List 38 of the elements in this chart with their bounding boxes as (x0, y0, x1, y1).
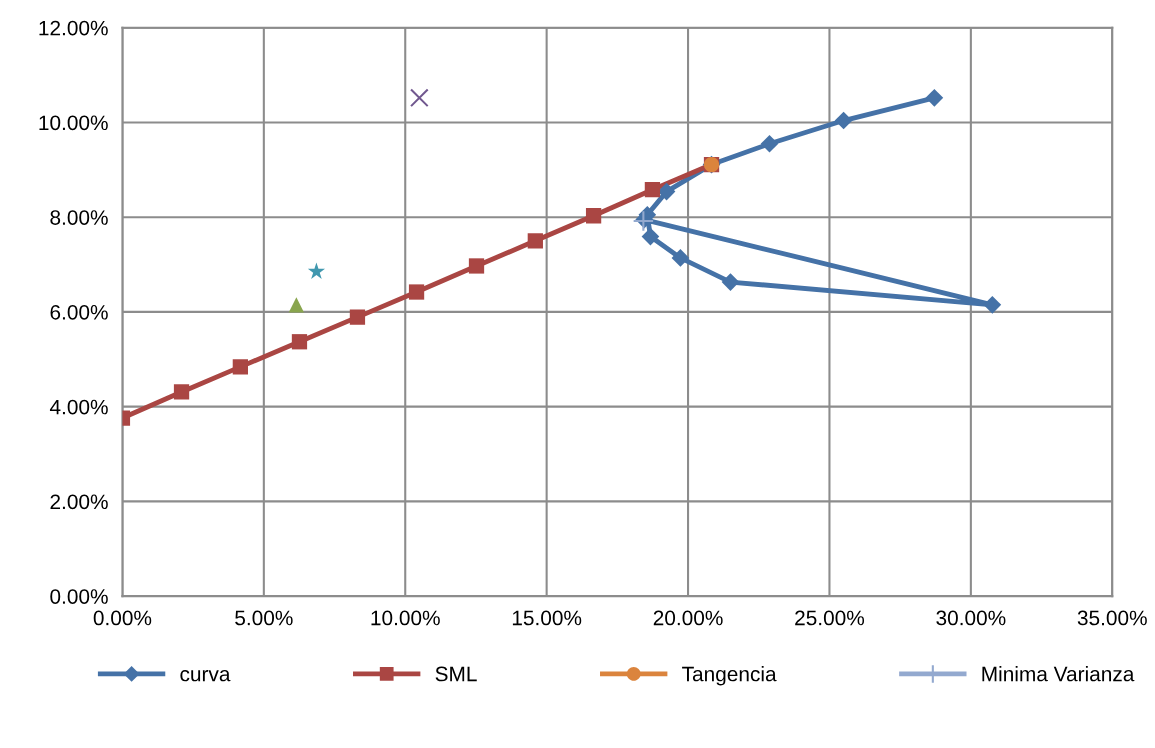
x-tick-label: 10.00% (371, 610, 440, 626)
point (232, 359, 248, 375)
x-tick-label: 5.00% (235, 610, 293, 626)
y-tick-label: 0.00% (50, 589, 108, 604)
y-tick-label: 4.00% (49, 399, 108, 415)
legend-label: Minima Varianza (982, 666, 1135, 682)
point (173, 384, 190, 400)
x-tick-label: 0.00% (93, 610, 152, 626)
y-tick-label: 12.00% (39, 20, 108, 36)
point (760, 134, 779, 153)
legend-label: curva (180, 669, 231, 682)
x-tick-label: 15.00% (512, 610, 582, 626)
point (641, 227, 660, 246)
legend-label: SML (435, 666, 477, 682)
point (834, 111, 853, 130)
point (527, 233, 543, 249)
point (671, 249, 690, 267)
point (307, 262, 326, 279)
point (291, 334, 308, 350)
y-tick-label: 2.00% (50, 494, 108, 510)
legend-label: Tangencia (682, 666, 777, 686)
point (585, 208, 602, 224)
point (721, 273, 740, 291)
point (468, 258, 485, 274)
point (408, 284, 425, 300)
point (644, 182, 661, 198)
point (410, 88, 429, 108)
point (349, 309, 366, 325)
point (925, 88, 944, 107)
x-tick-label: 30.00% (936, 610, 1006, 626)
point (983, 295, 1002, 314)
x-tick-label: 35.00% (1077, 610, 1147, 626)
x-tick-label: 20.00% (653, 610, 723, 626)
y-tick-label: 8.00% (50, 210, 108, 225)
y-tick-label: 10.00% (39, 115, 108, 131)
point (288, 297, 304, 313)
y-tick-label: 6.00% (50, 304, 108, 320)
x-tick-label: 25.00% (795, 610, 865, 626)
